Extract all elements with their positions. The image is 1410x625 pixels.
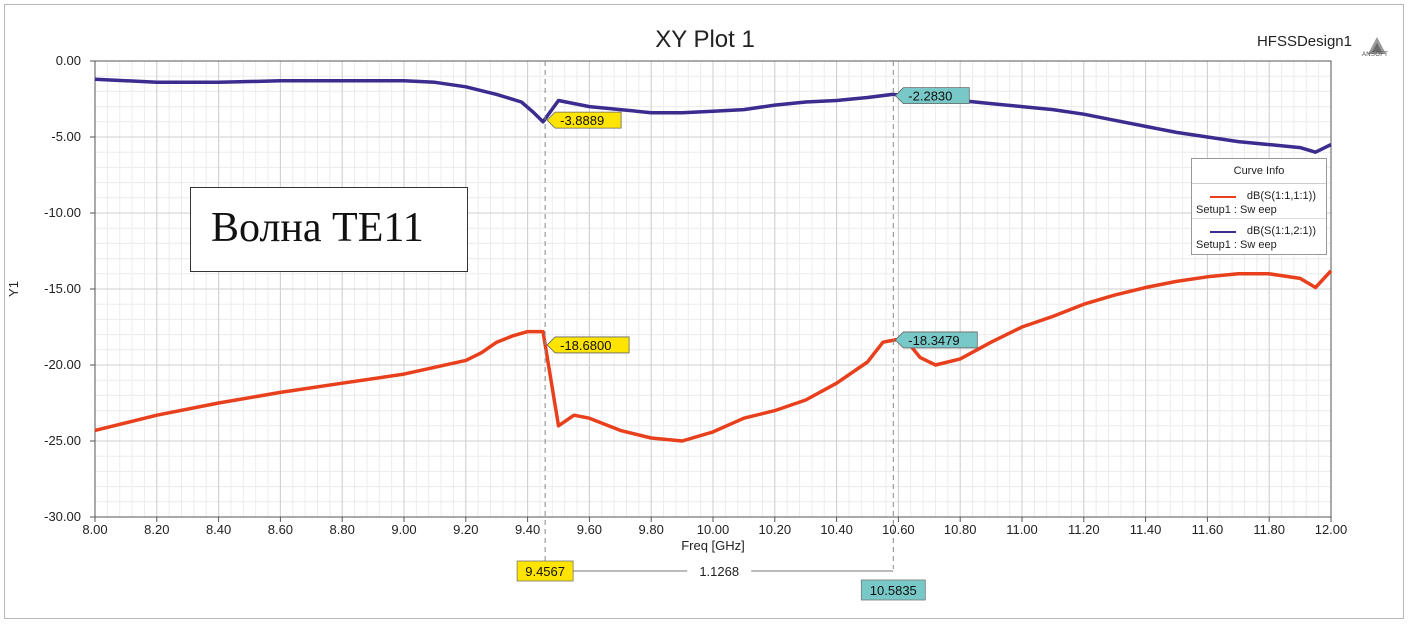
y-tick-label: -15.00 bbox=[44, 281, 81, 296]
plot-grid bbox=[94, 60, 1332, 518]
design-name: HFSSDesign1 bbox=[1256, 33, 1352, 50]
y-axis-label: Y1 bbox=[6, 281, 21, 297]
y-tick-label: -30.00 bbox=[44, 509, 81, 524]
marker-1-x-value: 9.4567 bbox=[516, 560, 574, 582]
plot-axes bbox=[90, 60, 1332, 522]
wave-mode-annotation: Волна TE11 bbox=[190, 187, 468, 272]
marker-1-x-value-text: 9.4567 bbox=[525, 564, 565, 579]
x-tick-label: 11.80 bbox=[1253, 522, 1285, 537]
x-tick-label: 8.80 bbox=[330, 522, 355, 537]
marker-2-x-value-box bbox=[860, 579, 926, 601]
ansoft-logo-icon bbox=[1368, 37, 1386, 54]
legend-item-s11[interactable]: dB(S(1:1,1:1)) Setup1 : Sw eep bbox=[1192, 184, 1326, 219]
y-tick-label: -25.00 bbox=[44, 433, 81, 448]
legend-item-s21[interactable]: dB(S(1:1,2:1)) Setup1 : Sw eep bbox=[1192, 219, 1326, 253]
x-tick-label: 11.40 bbox=[1130, 522, 1162, 537]
x-tick-label: 9.80 bbox=[639, 522, 664, 537]
marker-2-x-value-text: 10.5835 bbox=[870, 583, 917, 598]
marker-1-x-value-box bbox=[516, 560, 574, 582]
legend-name-s11: dB(S(1:1,1:1)) bbox=[1246, 190, 1316, 202]
curve-info-legend[interactable]: Curve Info dB(S(1:1,1:1)) Setup1 : Sw ee… bbox=[1191, 158, 1327, 255]
x-tick-label: 11.00 bbox=[1006, 522, 1038, 537]
legend-swatch-s11 bbox=[1210, 196, 1236, 198]
marker-2-s21-flag bbox=[894, 87, 970, 105]
x-tick-label: 10.20 bbox=[759, 522, 792, 537]
y-tick-label: 0.00 bbox=[56, 53, 81, 68]
marker-1-s11: -18.6800 bbox=[546, 336, 630, 354]
y-tick-label: -5.00 bbox=[51, 129, 81, 144]
x-axis-label: Freq [GHz] bbox=[681, 538, 745, 553]
legend-setup-s21: Setup1 : Sw eep bbox=[1196, 239, 1277, 251]
marker-1-s21: -3.8889 bbox=[546, 111, 622, 129]
marker-1-s11-flag bbox=[546, 336, 630, 354]
marker-2-s11-value: -18.3479 bbox=[908, 333, 959, 348]
x-tick-label: 8.40 bbox=[206, 522, 231, 537]
legend-name-s21: dB(S(1:1,2:1)) bbox=[1246, 225, 1316, 237]
x-tick-label: 9.40 bbox=[515, 522, 540, 537]
plot-curves bbox=[94, 77, 1333, 443]
ansoft-logo-text: ANSOFT bbox=[1362, 52, 1389, 58]
x-tick-label: 8.20 bbox=[144, 522, 169, 537]
marker-1-s21-flag bbox=[546, 111, 622, 129]
x-tick-label: 10.80 bbox=[944, 522, 977, 537]
legend-setup-s11: Setup1 : Sw eep bbox=[1196, 204, 1277, 216]
legend-title: Curve Info bbox=[1192, 159, 1326, 184]
plot-axis-labels: 8.00 8.20 8.40 8.60 8.80 9.00 9.20 9.40 9.60 9.80… bbox=[6, 53, 1347, 553]
y-tick-label: -10.00 bbox=[44, 205, 81, 220]
x-tick-label: 10.00 bbox=[697, 522, 730, 537]
marker-2-x-value: 10.5835 bbox=[860, 579, 926, 601]
legend-swatch-s21 bbox=[1210, 231, 1236, 233]
x-tick-label: 12.00 bbox=[1315, 522, 1348, 537]
series-line-s11 bbox=[94, 269, 1333, 443]
x-tick-label: 9.00 bbox=[391, 522, 416, 537]
x-tick-label: 11.20 bbox=[1068, 522, 1100, 537]
plot-title: XY Plot 1 bbox=[655, 26, 755, 53]
delta-value: 1.1268 bbox=[699, 564, 739, 579]
marker-2-s21: -2.2830 bbox=[894, 87, 970, 105]
x-tick-label: 9.20 bbox=[453, 522, 478, 537]
marker-2-s11-flag bbox=[894, 331, 978, 349]
plot-markers: -3.8889 -18.6800 -2.2830 -18.3479 9.4567 10.5… bbox=[516, 61, 978, 601]
x-tick-label: 8.60 bbox=[268, 522, 293, 537]
marker-1-s21-value: -3.8889 bbox=[560, 113, 604, 128]
series-line-s21 bbox=[94, 77, 1332, 154]
x-tick-label: 10.40 bbox=[820, 522, 853, 537]
y-tick-label: -20.00 bbox=[44, 357, 81, 372]
x-tick-label: 9.60 bbox=[577, 522, 602, 537]
x-tick-label: 11.60 bbox=[1192, 522, 1224, 537]
marker-2-s21-value: -2.2830 bbox=[908, 89, 952, 104]
marker-1-s11-value: -18.6800 bbox=[560, 338, 611, 353]
x-tick-label: 8.00 bbox=[82, 522, 107, 537]
delta-bg bbox=[687, 562, 752, 580]
marker-2-s11: -18.3479 bbox=[894, 331, 978, 349]
x-tick-label: 10.60 bbox=[882, 522, 915, 537]
